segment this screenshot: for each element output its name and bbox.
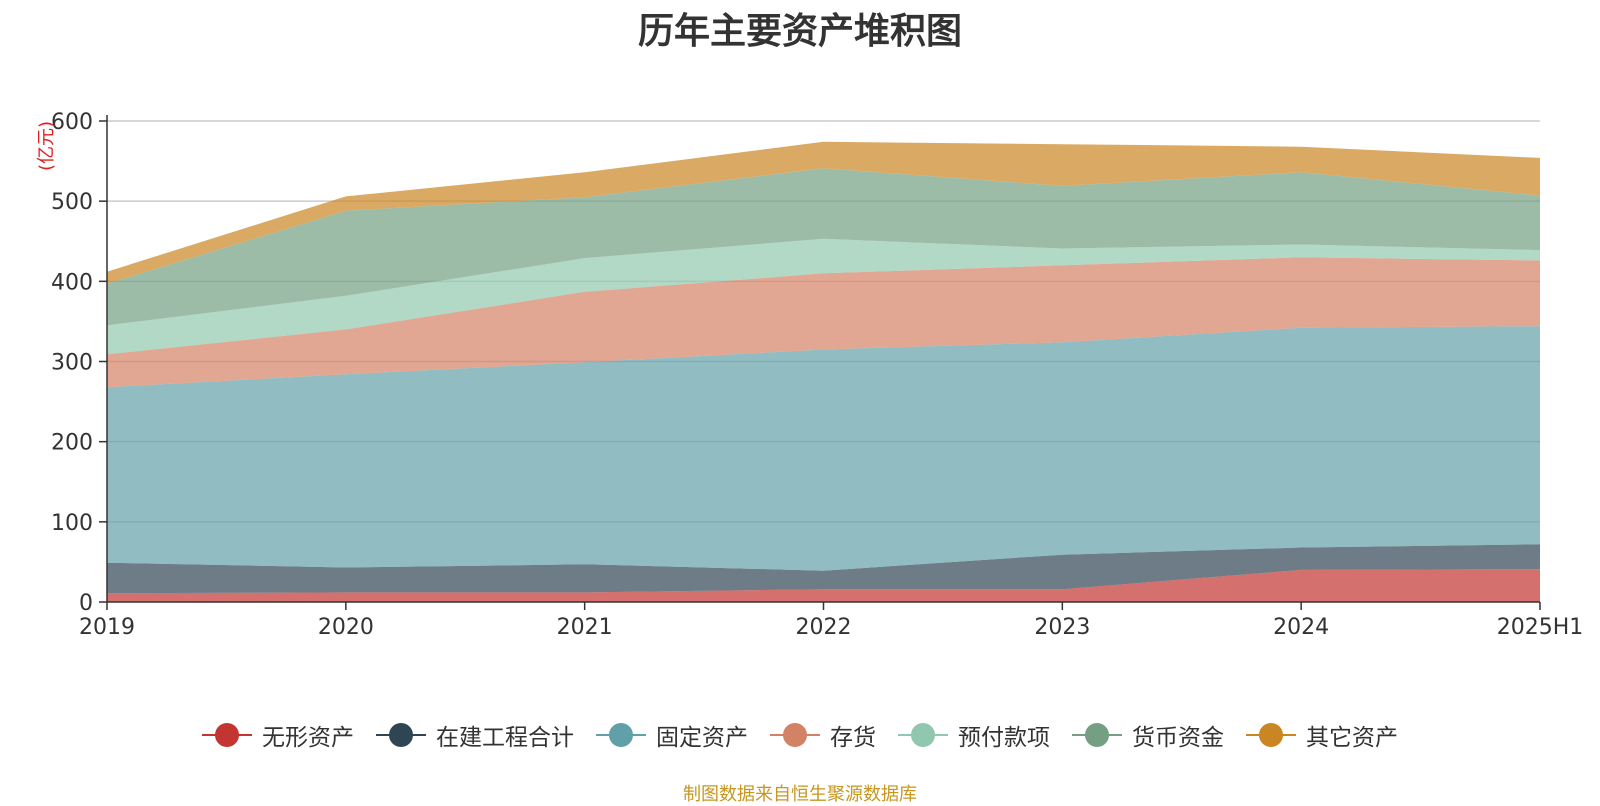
x-tick-label: 2019: [79, 615, 135, 640]
y-tick-label: 0: [79, 591, 93, 616]
area-4: [107, 257, 1540, 388]
legend-label: 在建工程合计: [436, 725, 574, 751]
area-5: [107, 238, 1540, 355]
legend-item[interactable]: 在建工程合计: [376, 718, 574, 752]
y-tick-label: 300: [51, 351, 93, 376]
area-1: [107, 569, 1540, 602]
legend-item[interactable]: 预付款项: [898, 718, 1050, 752]
y-axis-ticks: 0 100 200 300 400 500 600: [51, 110, 107, 616]
x-tick-label: 2022: [796, 615, 852, 640]
legend: 无形资产 在建工程合计 固定资产 存货 预付款项 货币资金 其它资产: [0, 718, 1600, 752]
y-tick-label: 200: [51, 431, 93, 456]
area-2: [107, 544, 1540, 594]
x-tick-label: 2021: [557, 615, 613, 640]
legend-label: 固定资产: [656, 725, 748, 751]
legend-marker-icon: [898, 723, 948, 747]
legend-item[interactable]: 固定资产: [596, 718, 748, 752]
legend-item[interactable]: 无形资产: [202, 718, 354, 752]
x-axis-ticks: 2019 2020 2021 2022 2023 2024 2025H1: [79, 602, 1583, 640]
legend-item[interactable]: 存货: [770, 718, 876, 752]
y-tick-label: 600: [51, 110, 93, 135]
chart-title: 历年主要资产堆积图: [637, 11, 962, 52]
legend-label: 存货: [830, 725, 876, 751]
x-tick-label: 2020: [318, 615, 374, 640]
y-tick-label: 100: [51, 511, 93, 536]
source-note: 制图数据来自恒生聚源数据库: [683, 784, 917, 805]
area-7: [107, 141, 1540, 284]
legend-marker-icon: [596, 723, 646, 747]
area-3: [107, 326, 1540, 571]
x-tick-label: 2023: [1034, 615, 1090, 640]
legend-label: 其它资产: [1306, 725, 1398, 751]
legend-marker-icon: [1246, 723, 1296, 747]
legend-item[interactable]: 货币资金: [1072, 718, 1224, 752]
legend-label: 预付款项: [958, 725, 1050, 751]
legend-marker-icon: [202, 723, 252, 747]
legend-marker-icon: [376, 723, 426, 747]
area-series: [107, 141, 1540, 602]
x-tick-label: 2024: [1273, 615, 1329, 640]
legend-marker-icon: [1072, 723, 1122, 747]
legend-marker-icon: [770, 723, 820, 747]
y-tick-label: 500: [51, 190, 93, 215]
area-6: [107, 168, 1540, 326]
legend-label: 货币资金: [1132, 725, 1224, 751]
x-tick-label: 2025H1: [1497, 615, 1584, 640]
legend-item[interactable]: 其它资产: [1246, 718, 1398, 752]
y-axis-unit-label: (亿元): [36, 121, 57, 171]
y-tick-label: 400: [51, 270, 93, 295]
legend-label: 无形资产: [262, 725, 354, 751]
